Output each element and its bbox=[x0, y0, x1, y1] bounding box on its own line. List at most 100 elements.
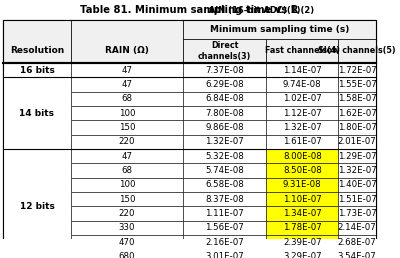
Text: 1.55E-07: 1.55E-07 bbox=[338, 80, 376, 89]
Bar bbox=[71, 249, 183, 258]
Text: Minimum sampling time (s): Minimum sampling time (s) bbox=[210, 25, 349, 34]
Text: 8.00E-08: 8.00E-08 bbox=[283, 152, 322, 161]
Text: 9.86E-08: 9.86E-08 bbox=[205, 123, 244, 132]
Bar bbox=[338, 235, 376, 249]
Bar bbox=[71, 192, 183, 206]
Bar bbox=[3, 149, 71, 258]
Bar bbox=[338, 77, 376, 92]
Bar bbox=[338, 163, 376, 178]
Bar bbox=[71, 206, 183, 221]
Text: 8.50E-08: 8.50E-08 bbox=[283, 166, 322, 175]
Text: 1.40E-07: 1.40E-07 bbox=[338, 180, 376, 189]
Text: 47: 47 bbox=[122, 152, 132, 161]
Text: 6.29E-08: 6.29E-08 bbox=[205, 80, 244, 89]
Text: 100: 100 bbox=[119, 180, 135, 189]
Text: Slow channels(5): Slow channels(5) bbox=[318, 46, 396, 55]
Text: 68: 68 bbox=[122, 94, 132, 103]
Text: 5.74E-08: 5.74E-08 bbox=[205, 166, 244, 175]
Text: 1.32E-07: 1.32E-07 bbox=[283, 123, 322, 132]
Bar bbox=[338, 92, 376, 106]
Text: 1.61E-07: 1.61E-07 bbox=[283, 137, 322, 146]
Bar bbox=[338, 63, 376, 77]
Bar bbox=[266, 206, 338, 221]
Text: 150: 150 bbox=[119, 195, 135, 204]
Bar bbox=[183, 149, 266, 163]
Text: 7.37E-08: 7.37E-08 bbox=[205, 66, 244, 75]
Text: 100: 100 bbox=[119, 109, 135, 118]
Bar bbox=[338, 120, 376, 135]
Text: 680: 680 bbox=[119, 252, 135, 258]
Text: 470: 470 bbox=[119, 238, 135, 247]
Bar bbox=[3, 63, 71, 77]
Text: RAIN (Ω): RAIN (Ω) bbox=[105, 46, 149, 55]
Text: 220: 220 bbox=[119, 137, 135, 146]
Bar bbox=[71, 221, 183, 235]
Bar bbox=[183, 63, 266, 77]
Bar bbox=[266, 120, 338, 135]
Text: 9.31E-08: 9.31E-08 bbox=[283, 180, 322, 189]
Text: 1.51E-07: 1.51E-07 bbox=[338, 195, 376, 204]
Bar bbox=[266, 149, 338, 163]
Bar bbox=[71, 20, 183, 63]
Text: 150: 150 bbox=[119, 123, 135, 132]
Text: 14 bits: 14 bits bbox=[20, 109, 54, 118]
Bar bbox=[183, 163, 266, 178]
Bar bbox=[3, 20, 71, 63]
Text: 68: 68 bbox=[122, 166, 132, 175]
Bar bbox=[183, 221, 266, 235]
Bar bbox=[183, 77, 266, 92]
Bar bbox=[266, 39, 338, 63]
Bar bbox=[266, 221, 338, 235]
Bar bbox=[266, 163, 338, 178]
Text: 1.29E-07: 1.29E-07 bbox=[338, 152, 376, 161]
Bar bbox=[183, 106, 266, 120]
Text: 2.16E-07: 2.16E-07 bbox=[205, 238, 244, 247]
Bar bbox=[266, 249, 338, 258]
Text: 1.12E-07: 1.12E-07 bbox=[283, 109, 322, 118]
Text: Resolution: Resolution bbox=[10, 46, 64, 55]
Bar bbox=[183, 135, 266, 149]
Bar bbox=[71, 63, 183, 77]
Text: 1.02E-07: 1.02E-07 bbox=[283, 94, 322, 103]
Bar bbox=[71, 135, 183, 149]
Bar bbox=[71, 149, 183, 163]
Text: 1.56E-07: 1.56E-07 bbox=[205, 223, 244, 232]
Bar bbox=[183, 235, 266, 249]
Bar bbox=[71, 77, 183, 92]
Text: 7.80E-08: 7.80E-08 bbox=[205, 109, 244, 118]
Bar bbox=[183, 249, 266, 258]
Text: 47: 47 bbox=[122, 80, 132, 89]
Bar bbox=[71, 235, 183, 249]
Text: 47: 47 bbox=[122, 66, 132, 75]
Bar bbox=[71, 92, 183, 106]
Text: 1.58E-07: 1.58E-07 bbox=[338, 94, 376, 103]
Text: 2.14E-07: 2.14E-07 bbox=[338, 223, 376, 232]
Bar bbox=[266, 192, 338, 206]
Bar bbox=[338, 192, 376, 206]
Text: 1.32E-07: 1.32E-07 bbox=[338, 166, 376, 175]
Bar bbox=[71, 178, 183, 192]
Bar bbox=[266, 235, 338, 249]
Text: 220: 220 bbox=[119, 209, 135, 218]
Bar bbox=[338, 39, 376, 63]
Bar bbox=[183, 178, 266, 192]
Bar bbox=[71, 106, 183, 120]
Text: 3.01E-07: 3.01E-07 bbox=[205, 252, 244, 258]
Bar bbox=[338, 149, 376, 163]
Bar bbox=[338, 221, 376, 235]
Bar bbox=[183, 206, 266, 221]
Text: 1.62E-07: 1.62E-07 bbox=[338, 109, 376, 118]
Bar bbox=[266, 63, 338, 77]
Text: 2.39E-07: 2.39E-07 bbox=[283, 238, 322, 247]
Text: Table 81. Minimum sampling time vs R: Table 81. Minimum sampling time vs R bbox=[80, 5, 299, 15]
Text: Fast channels(4): Fast channels(4) bbox=[265, 46, 340, 55]
Bar bbox=[266, 135, 338, 149]
Text: 16 bits: 16 bits bbox=[20, 66, 54, 75]
Bar bbox=[266, 178, 338, 192]
Bar bbox=[266, 92, 338, 106]
Text: 12 bits: 12 bits bbox=[20, 202, 54, 211]
Text: 3.29E-07: 3.29E-07 bbox=[283, 252, 322, 258]
Text: 1.14E-07: 1.14E-07 bbox=[283, 66, 322, 75]
Text: 8.37E-08: 8.37E-08 bbox=[205, 195, 244, 204]
Text: 1.32E-07: 1.32E-07 bbox=[205, 137, 244, 146]
